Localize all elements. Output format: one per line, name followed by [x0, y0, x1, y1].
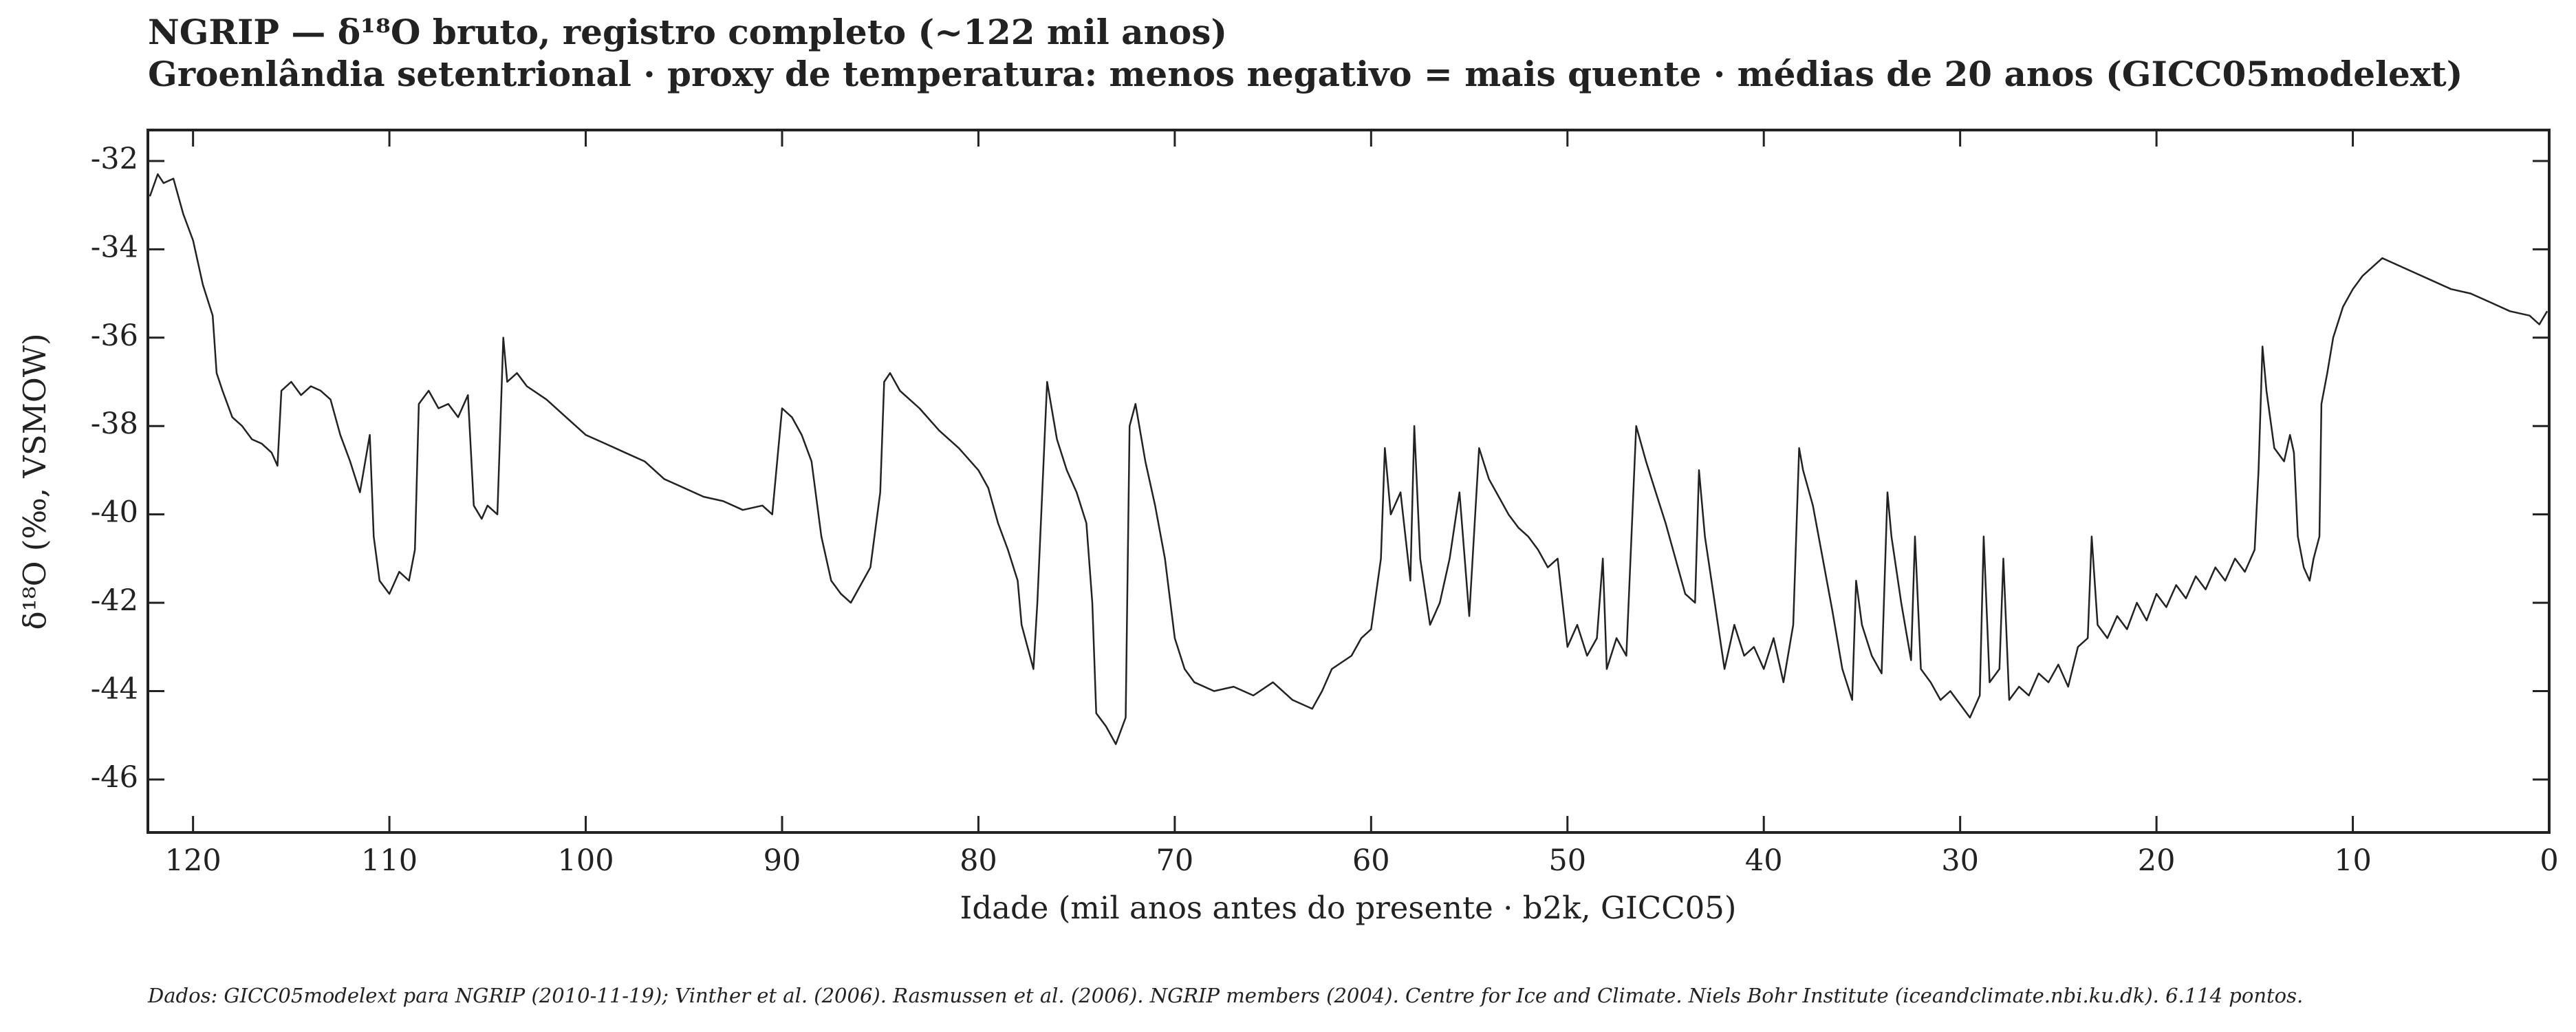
y-tick-label: -34: [91, 230, 138, 264]
x-tick-label: 10: [2334, 843, 2372, 878]
x-tick-label: 120: [165, 843, 221, 878]
y-tick-label: -36: [91, 319, 138, 353]
y-tick-label: -42: [91, 583, 138, 618]
y-tick-label: -32: [91, 142, 138, 176]
plot-frame: [147, 129, 2551, 834]
x-tick-label: 20: [2138, 843, 2176, 878]
footnote: Dados: GICC05modelext para NGRIP (2010-1…: [147, 984, 2303, 1007]
x-tick-label: 90: [764, 843, 801, 878]
y-tick-label: -40: [91, 495, 138, 530]
x-tick-label: 50: [1548, 843, 1586, 878]
x-axis-label: Idade (mil anos antes do presente · b2k,…: [960, 890, 1737, 926]
x-tick-label: 40: [1745, 843, 1783, 878]
chart-subtitle: Groenlândia setentrional · proxy de temp…: [148, 54, 2463, 94]
x-tick-label: 30: [1941, 843, 1979, 878]
y-tick-label: -44: [91, 672, 138, 707]
x-tick-label: 100: [558, 843, 614, 878]
y-tick-label: -38: [91, 407, 138, 441]
data-line: [149, 173, 2548, 745]
y-tick-label: -46: [91, 760, 138, 795]
x-tick-label: 0: [2540, 843, 2558, 878]
y-axis-label: δ¹⁸O (‰, VSMOW): [17, 333, 53, 630]
x-tick-label: 60: [1352, 843, 1390, 878]
x-tick-label: 70: [1156, 843, 1194, 878]
chart-title: NGRIP — δ¹⁸O bruto, registro completo (~…: [148, 12, 1227, 52]
x-tick-label: 80: [960, 843, 997, 878]
x-tick-label: 110: [361, 843, 418, 878]
